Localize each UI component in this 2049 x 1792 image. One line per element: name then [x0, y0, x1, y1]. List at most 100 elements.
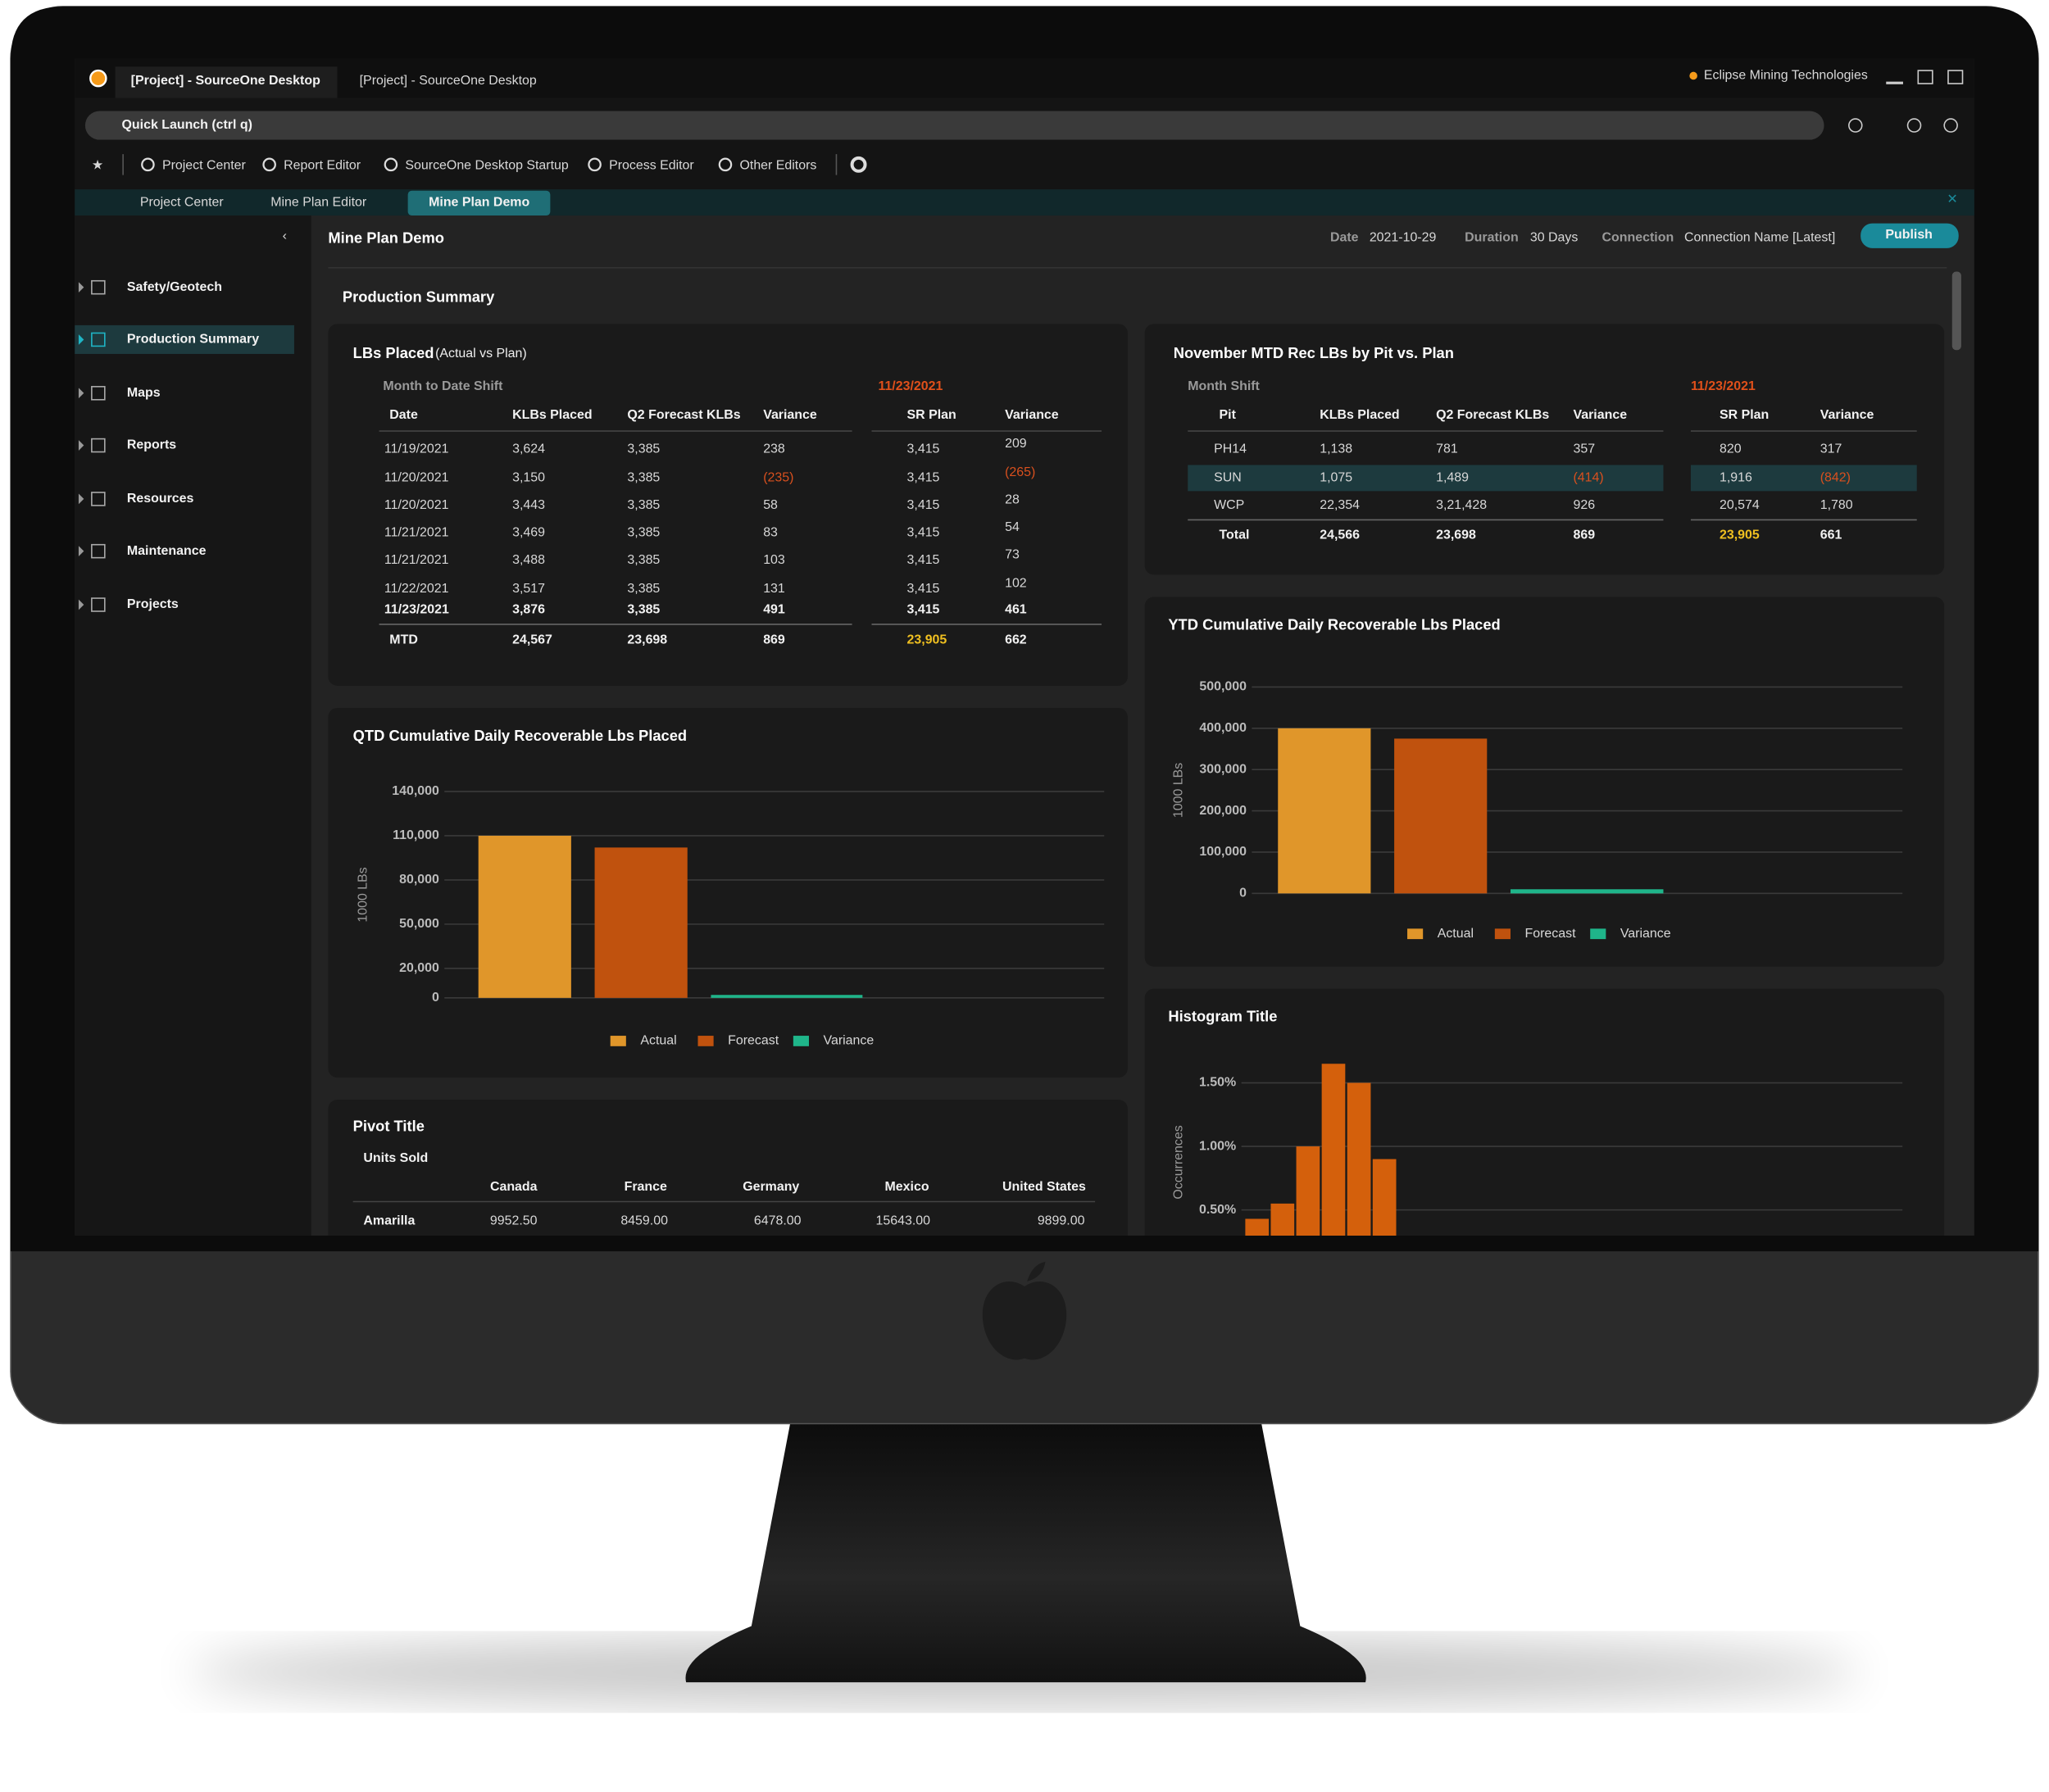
table-cell: 11/21/2021 — [384, 526, 449, 540]
window-control[interactable] — [1886, 81, 1903, 84]
doc-tab[interactable]: Mine Plan Demo — [429, 195, 529, 209]
table-cell: 357 — [1573, 442, 1595, 456]
favorite-icon: ★ — [92, 159, 103, 173]
row-highlight — [1690, 465, 1917, 492]
nav-item[interactable]: Safety/Geotech — [127, 280, 222, 294]
total-cell: 869 — [763, 633, 785, 646]
table-cell: 73 — [1005, 548, 1020, 562]
panel — [1144, 324, 1945, 575]
logo — [982, 1261, 1067, 1360]
table-cell: 491 — [763, 603, 785, 617]
section-title: Production Summary — [343, 288, 495, 305]
column-header: Pit — [1220, 408, 1237, 422]
histogram-bar — [1270, 1203, 1295, 1236]
status-icon[interactable] — [1848, 118, 1863, 133]
table-date: 11/23/2021 — [878, 379, 943, 393]
column-header: Variance — [1573, 408, 1627, 422]
toolbar-icon — [141, 157, 155, 172]
doc-tab[interactable]: Mine Plan Editor — [270, 195, 367, 209]
page-title: Mine Plan Demo — [328, 229, 444, 247]
active-tab[interactable] — [407, 190, 551, 216]
chart-title: Histogram Title — [1168, 1008, 1277, 1025]
table-cell: 820 — [1720, 442, 1742, 456]
settings-icon[interactable] — [850, 156, 867, 173]
table-subtitle: Units Sold — [363, 1151, 428, 1165]
total-cell: Total — [1220, 529, 1250, 542]
histogram-bar — [1321, 1064, 1346, 1236]
panel-title: Pivot Title — [353, 1117, 425, 1134]
stand — [685, 1421, 1366, 1683]
collapse-icon: ‹ — [283, 229, 287, 243]
table-cell: 9899.00 — [1038, 1214, 1085, 1228]
table-cell: 20,574 — [1720, 498, 1760, 512]
doc-tab[interactable]: Project Center — [140, 195, 225, 209]
column-header: Canada — [490, 1180, 538, 1194]
button-label[interactable]: Publish — [1885, 228, 1933, 242]
bar — [1510, 889, 1664, 894]
table-cell: 3,150 — [512, 471, 545, 485]
legend-label: Variance — [824, 1034, 875, 1048]
nav-icon — [91, 279, 106, 295]
nav-icon — [91, 543, 106, 559]
legend-swatch — [793, 1036, 809, 1046]
quick-launch[interactable] — [84, 111, 1824, 140]
app-icon — [89, 69, 107, 88]
window-control[interactable] — [1947, 70, 1964, 84]
column-header: Mexico — [885, 1180, 929, 1194]
bar — [1278, 728, 1371, 894]
table-cell: 3,385 — [627, 603, 660, 617]
toolbar-item[interactable]: Other Editors — [740, 159, 817, 173]
status-icon[interactable] — [1943, 118, 1958, 133]
table-cell: 926 — [1573, 498, 1595, 512]
window-tab-label[interactable]: [Project] - SourceOne Desktop — [131, 74, 320, 88]
table-cell: WCP — [1214, 498, 1244, 512]
toolbar-item[interactable]: Project Center — [162, 159, 247, 173]
toolbar-item[interactable]: Process Editor — [609, 159, 694, 173]
total-cell: 23,905 — [907, 633, 947, 646]
status-icon[interactable] — [1906, 118, 1922, 133]
nav-item[interactable]: Maps — [127, 386, 161, 400]
toolbar-item[interactable]: SourceOne Desktop Startup — [405, 159, 568, 173]
table-date: 11/23/2021 — [1691, 379, 1756, 393]
column-header: KLBs Placed — [512, 408, 592, 422]
nav-item[interactable]: Reports — [127, 438, 176, 452]
toolbar-item[interactable]: Report Editor — [284, 159, 361, 173]
y-axis-label: 1000 LBs — [357, 867, 370, 922]
y-axis-label: Occurrences — [1171, 1125, 1185, 1199]
histogram-bar — [1245, 1218, 1270, 1236]
table-cell: 3,415 — [907, 582, 940, 596]
table-cell: 102 — [1005, 577, 1027, 591]
expand-arrow — [78, 334, 84, 345]
scrollbar[interactable] — [1951, 271, 1961, 351]
legend-swatch — [1590, 928, 1606, 940]
table-cell: 1,075 — [1320, 471, 1352, 485]
expand-arrow — [78, 493, 84, 505]
table-cell: 3,385 — [627, 471, 660, 485]
nav-item[interactable]: Projects — [127, 597, 179, 611]
table-cell: (842) — [1820, 471, 1851, 485]
toolbar-icon — [588, 157, 602, 172]
y-axis-label: 1000 LBs — [1171, 763, 1185, 818]
nav-item[interactable]: Production Summary — [127, 333, 259, 347]
y-tick-label: 50,000 — [399, 917, 439, 931]
window-tab-label[interactable]: [Project] - SourceOne Desktop — [360, 74, 537, 88]
y-tick-label: 20,000 — [399, 961, 439, 975]
panel-title: November MTD Rec LBs by Pit vs. Plan — [1174, 344, 1454, 361]
histogram-bar — [1296, 1146, 1320, 1236]
nav-item[interactable]: Resources — [127, 492, 194, 506]
window-control[interactable] — [1917, 70, 1933, 84]
chart-title: YTD Cumulative Daily Recoverable Lbs Pla… — [1168, 615, 1500, 633]
table-cell: 1,916 — [1720, 471, 1752, 485]
publish-button[interactable] — [1860, 223, 1959, 248]
quick-launch-text: Quick Launch (ctrl q) — [122, 118, 252, 132]
sidebar — [75, 215, 311, 1236]
column-header: Q2 Forecast KLBs — [627, 408, 740, 422]
column-header: Variance — [1820, 408, 1874, 422]
table-cell: (235) — [763, 471, 793, 485]
window-tab — [115, 66, 338, 98]
field-value: 30 Days — [1530, 230, 1578, 244]
y-tick-label: 200,000 — [1199, 804, 1247, 818]
nav-item[interactable]: Maintenance — [127, 544, 207, 558]
panel — [328, 707, 1128, 1078]
total-cell: 23,905 — [1720, 529, 1760, 542]
